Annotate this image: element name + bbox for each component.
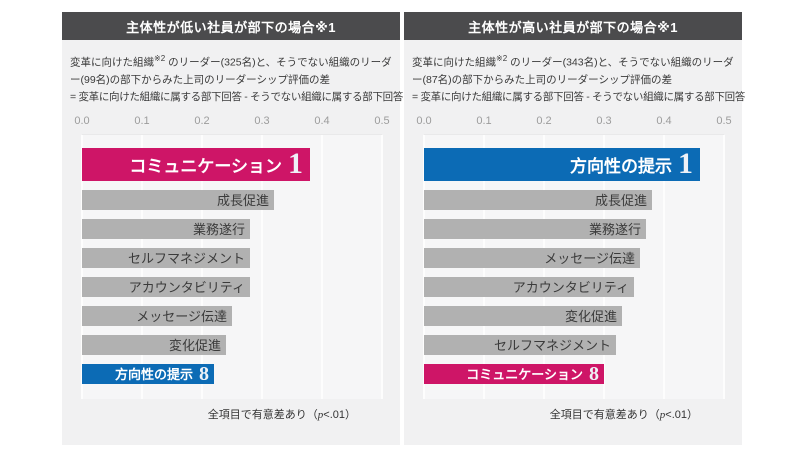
bar: セルフマネジメント — [82, 247, 250, 268]
bar: メッセージ伝達 — [82, 305, 232, 326]
bar-chart: コミュニケーション 1 成長促進業務遂行セルフマネジメント アカウンタビリティメッセー… — [81, 133, 383, 399]
panel-description: 変革に向けた組織※2 のリーダー(325名)と、そうでない組織のリーダー(99名… — [70, 50, 403, 106]
axis-tick-label: 0.3 — [254, 114, 270, 127]
description-text: のリーダー(343名)と、そうでない組織のリーダー(87名)の部下からみた上司の… — [412, 56, 734, 86]
bar-label: メッセージ伝達 — [136, 309, 227, 324]
bar-label: 変化促進 — [168, 338, 221, 353]
note-p-symbol: p — [659, 409, 666, 421]
bar-label: セルフマネジメント — [493, 338, 611, 353]
gridline — [723, 134, 725, 399]
note-text: 全項目で有意差あり（ — [207, 409, 318, 421]
axis-tick-label: 0.5 — [716, 114, 732, 127]
bar: 変化促進 — [424, 305, 622, 326]
bar: アカウンタビリティ — [82, 276, 250, 297]
bar: セルフマネジメント — [424, 334, 616, 355]
axis-tick-label: 0.5 — [374, 114, 390, 127]
bar-label: 変化促進 — [564, 309, 617, 324]
bar-label: アカウンタビリティ — [512, 280, 629, 295]
bar: 業務遂行 — [82, 218, 250, 239]
bar-group: 方向性の提示 1 成長促進業務遂行メッセージ伝達アカウンタビリティ変化促進セルフマネ… — [424, 147, 724, 385]
bar-chart: 方向性の提示 1 成長促進業務遂行メッセージ伝達アカウンタビリティ変化促進セルフマネ… — [423, 133, 725, 399]
significance-note: 全項目で有意差あり（p<.01） — [208, 406, 356, 422]
panel-title: 主体性が低い社員が部下の場合※1 — [62, 12, 400, 40]
gridline — [321, 134, 323, 399]
gridline — [663, 134, 665, 399]
bar: メッセージ伝達 — [424, 247, 640, 268]
bar-label: 方向性の提示 — [114, 367, 193, 382]
bar: 方向性の提示 1 — [424, 147, 700, 181]
description-formula: = 変革に向けた組織に属する部下回答 - そうでない組織に属する部下回答 — [70, 90, 404, 103]
axis-tick-label: 0.3 — [596, 114, 612, 127]
bar-label: 方向性の提示 — [570, 156, 672, 176]
bar-label: 業務遂行 — [192, 222, 245, 237]
axis-tick-label: 0.4 — [314, 114, 330, 127]
bar: コミュニケーション 1 — [82, 147, 310, 181]
description-text: のリーダー(325名)と、そうでない組織のリーダー(99名)の部下からみた上司の… — [70, 56, 392, 86]
panel-high-autonomy: 主体性が高い社員が部下の場合※1 変革に向けた組織※2 のリーダー(343名)と… — [404, 12, 745, 445]
bar-label: メッセージ伝達 — [544, 251, 635, 266]
rank-number: 1 — [678, 147, 693, 180]
bar-label: 成長促進 — [216, 193, 269, 208]
rank-number: 8 — [589, 362, 599, 385]
axis-tick-label: 0.0 — [74, 114, 90, 127]
rank-number: 8 — [199, 362, 209, 385]
bar-label: セルフマネジメント — [127, 251, 245, 266]
axis-tick-label: 0.4 — [656, 114, 672, 127]
footnote-marker: ※2 — [154, 54, 166, 63]
significance-note: 全項目で有意差あり（p<.01） — [550, 406, 698, 422]
description-formula: = 変革に向けた組織に属する部下回答 - そうでない組織に属する部下回答 — [412, 90, 746, 103]
gridline — [381, 134, 383, 399]
bar: アカウンタビリティ — [424, 276, 634, 297]
description-text: 変革に向けた組織 — [70, 56, 154, 69]
note-p-symbol: p — [317, 409, 324, 421]
axis-tick-label: 0.2 — [194, 114, 210, 127]
panel-description: 変革に向けた組織※2 のリーダー(343名)と、そうでない組織のリーダー(87名… — [412, 50, 745, 106]
bar-label: アカウンタビリティ — [128, 280, 245, 295]
bar: 方向性の提示 8 — [82, 362, 214, 385]
bar: コミュニケーション 8 — [424, 362, 604, 385]
axis-tick-label: 0.1 — [134, 114, 150, 127]
bar: 変化促進 — [82, 334, 226, 355]
panel-title: 主体性が高い社員が部下の場合※1 — [404, 12, 742, 40]
description-text: 変革に向けた組織 — [412, 56, 496, 69]
rank-number: 1 — [288, 147, 303, 180]
note-text: 全項目で有意差あり（ — [549, 409, 660, 421]
panel-low-autonomy: 主体性が低い社員が部下の場合※1 変革に向けた組織※2 のリーダー(325名)と… — [62, 12, 403, 445]
note-text: <.01） — [323, 409, 356, 421]
note-text: <.01） — [665, 409, 698, 421]
bar-label: 業務遂行 — [588, 222, 641, 237]
bar-label: 成長促進 — [594, 193, 647, 208]
bar: 成長促進 — [82, 189, 274, 210]
x-axis: 0.0 0.1 0.2 0.3 0.4 0.5 — [74, 114, 389, 129]
bar-label: コミュニケーション — [466, 367, 583, 382]
x-axis: 0.0 0.1 0.2 0.3 0.4 0.5 — [416, 114, 731, 129]
gridline — [261, 134, 263, 399]
bar-label: コミュニケーション — [129, 156, 282, 176]
bar-group: コミュニケーション 1 成長促進業務遂行セルフマネジメント アカウンタビリティメッセー… — [82, 147, 382, 385]
bar: 業務遂行 — [424, 218, 646, 239]
bar: 成長促進 — [424, 189, 652, 210]
axis-tick-label: 0.2 — [536, 114, 552, 127]
axis-tick-label: 0.0 — [416, 114, 432, 127]
footnote-marker: ※2 — [496, 54, 508, 63]
axis-tick-label: 0.1 — [476, 114, 492, 127]
